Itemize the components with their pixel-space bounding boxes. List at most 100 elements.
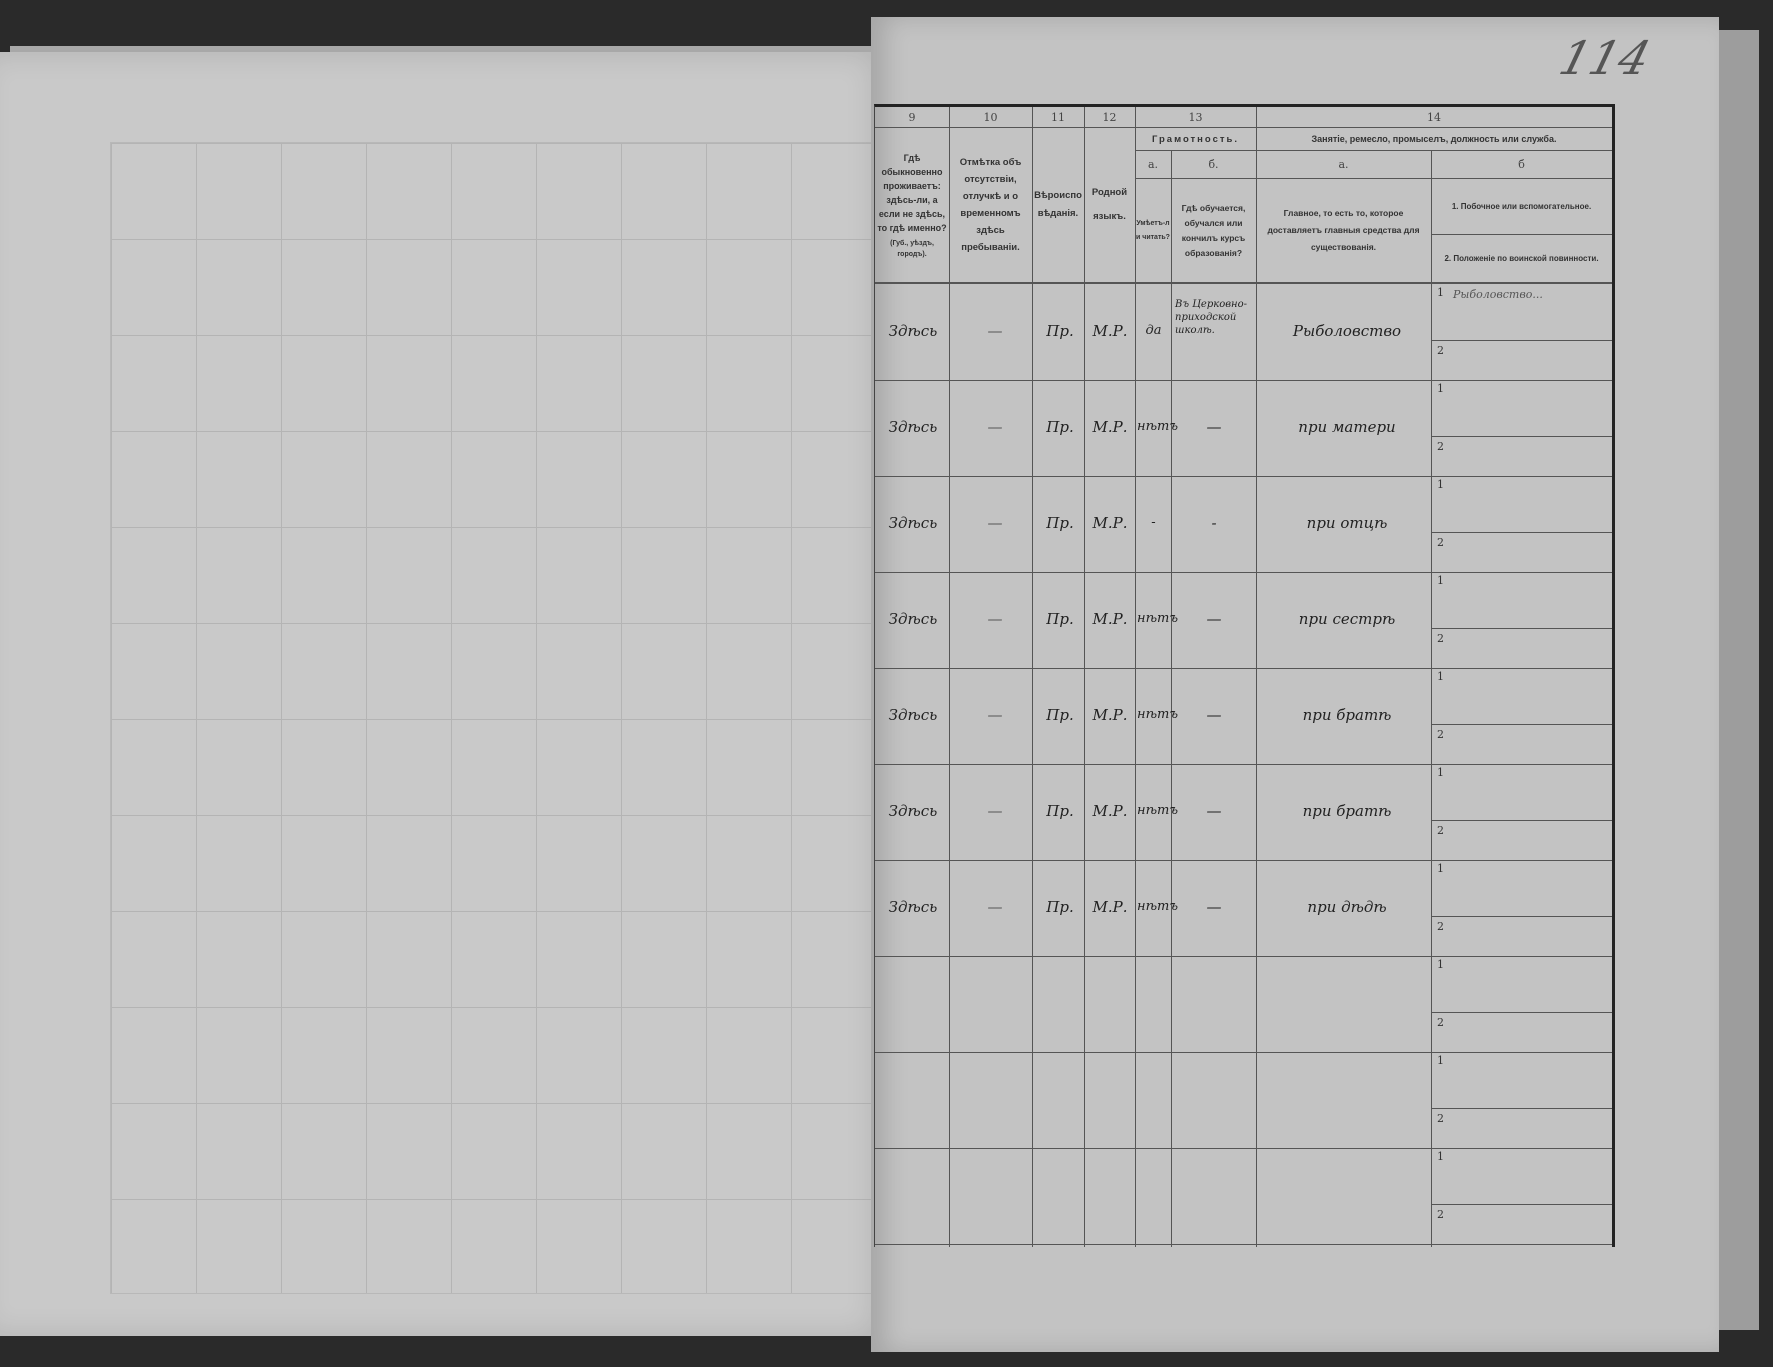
census-table: 9 10 11 12 13 14 Гдѣ обыкновенно прожива… [874, 104, 1615, 1247]
subrow-number: 1 [1437, 670, 1444, 683]
occupation-cell: при братѣ [1302, 706, 1392, 724]
language-cell: М.Р. [1092, 802, 1128, 820]
col11-number: 11 [1051, 110, 1065, 124]
religion-cell: Пр. [1046, 898, 1074, 916]
col13a-header: Умѣетъ-ли читать? [1136, 219, 1170, 241]
header-rule [1431, 234, 1612, 235]
subrow-number: 1 [1437, 574, 1444, 587]
header-rule [875, 282, 1612, 284]
column-rule [1032, 107, 1033, 1247]
col14a-letter: а. [1338, 158, 1349, 171]
column-rule [1084, 107, 1085, 1247]
left-page [0, 52, 893, 1336]
religion-cell: Пр. [1046, 418, 1074, 436]
page-stack-edge [1719, 30, 1759, 1330]
subrow-rule [1431, 1108, 1612, 1109]
occupation-cell: Рыболовство [1292, 322, 1402, 340]
row-rule [875, 956, 1612, 957]
row-rule [875, 668, 1612, 669]
literate-cell: нѣтъ [1137, 419, 1179, 434]
subrow-number: 2 [1437, 536, 1444, 549]
header-rule [875, 127, 1612, 128]
subrow-rule [1431, 916, 1612, 917]
education-cell: — [1206, 706, 1222, 724]
column-rule [1135, 107, 1136, 1247]
col13a-letter: а. [1147, 158, 1159, 171]
col14b-letter: б [1518, 158, 1525, 171]
language-cell: М.Р. [1092, 322, 1128, 340]
faded-bleed-through-grid [110, 142, 877, 1294]
subrow-number: 2 [1437, 920, 1444, 933]
absence-cell: — [987, 802, 1003, 820]
row-rule [875, 860, 1612, 861]
religion-cell: Пр. [1046, 802, 1074, 820]
residence-cell: Здѣсь [888, 898, 938, 916]
subrow-rule [1431, 724, 1612, 725]
subrow-number: 2 [1437, 1208, 1444, 1221]
subrow-rule [1431, 820, 1612, 821]
subrow-number: 1 [1437, 1150, 1444, 1163]
literate-cell: нѣтъ [1137, 707, 1179, 722]
subrow-number: 2 [1437, 824, 1444, 837]
subrow-rule [1431, 532, 1612, 533]
education-cell: Въ Церковно-приходской школѣ. [1175, 299, 1248, 336]
column-rule [949, 107, 950, 1247]
literate-cell: нѣтъ [1137, 803, 1179, 818]
row-rule [875, 380, 1612, 381]
subrow-number: 2 [1437, 1016, 1444, 1029]
column-rule [1171, 150, 1172, 1247]
absence-cell: — [987, 418, 1003, 436]
occupation-cell: при матери [1298, 418, 1396, 436]
subrow-number: 2 [1437, 344, 1444, 357]
religion-cell: Пр. [1046, 706, 1074, 724]
education-cell: — [1206, 802, 1222, 820]
religion-cell: Пр. [1046, 514, 1074, 532]
col14-number: 14 [1427, 110, 1441, 124]
col13-number: 13 [1188, 110, 1203, 124]
education-cell: - [1211, 514, 1217, 532]
occupation-cell: при дѣдѣ [1307, 898, 1387, 916]
literate-cell: нѣтъ [1137, 611, 1179, 626]
col13b-header: Гдѣ обучается, обучался или кончилъ курс… [1181, 202, 1246, 258]
subrow-number: 1 [1437, 478, 1444, 491]
col9-number: 9 [908, 110, 916, 124]
subrow-number: 1 [1437, 862, 1444, 875]
col13b-letter: б. [1208, 158, 1219, 171]
occupation-cell: при братѣ [1302, 802, 1392, 820]
col11-header: Вѣроисповѣданія. [1034, 190, 1082, 219]
row-rule [875, 1052, 1612, 1053]
page-stack-edge [10, 46, 890, 56]
subrow-number: 2 [1437, 1112, 1444, 1125]
residence-cell: Здѣсь [888, 610, 938, 628]
religion-cell: Пр. [1046, 322, 1074, 340]
subrow-number: 1 [1437, 382, 1444, 395]
literate-cell: - [1151, 515, 1156, 530]
col14b1-header: 1. Побочное или вспомогательное. [1451, 201, 1592, 211]
religion-cell: Пр. [1046, 610, 1074, 628]
subrow-rule [1431, 340, 1612, 341]
col14b2-header: 2. Положеніе по воинской повинности. [1444, 253, 1599, 263]
subrow-number: 1 [1437, 286, 1444, 299]
occupation-cell: при сестрѣ [1298, 610, 1396, 628]
residence-cell: Здѣсь [888, 418, 938, 436]
occupation-cell: при отцѣ [1306, 514, 1388, 532]
absence-cell: — [987, 610, 1003, 628]
education-cell: — [1206, 610, 1222, 628]
subrow-number: 1 [1437, 766, 1444, 779]
row-rule [875, 1244, 1612, 1245]
column-rule [1431, 150, 1432, 1247]
subrow-number: 1 [1437, 958, 1444, 971]
col14-header: Занятіе, ремесло, промыселъ, должность и… [1311, 133, 1557, 144]
subrow-number: 2 [1437, 440, 1444, 453]
col12-header: Родной языкъ. [1091, 187, 1128, 222]
col10-header: Отмѣтка объ отсутствіи, отлучкѣ и о врем… [959, 157, 1022, 253]
subrow-number: 2 [1437, 728, 1444, 741]
subrow-rule [1431, 1012, 1612, 1013]
col9-label: Гдѣ обыкновенно проживаетъ: здѣсь-ли, а … [877, 152, 947, 233]
col9-note: (Губ., уѣздъ, городъ). [890, 239, 934, 258]
subrow-number: 2 [1437, 632, 1444, 645]
residence-cell: Здѣсь [888, 706, 938, 724]
header-rule [1135, 150, 1612, 151]
side-occupation-cell: Рыболовство... [1453, 288, 1543, 301]
literate-cell: нѣтъ [1137, 899, 1179, 914]
